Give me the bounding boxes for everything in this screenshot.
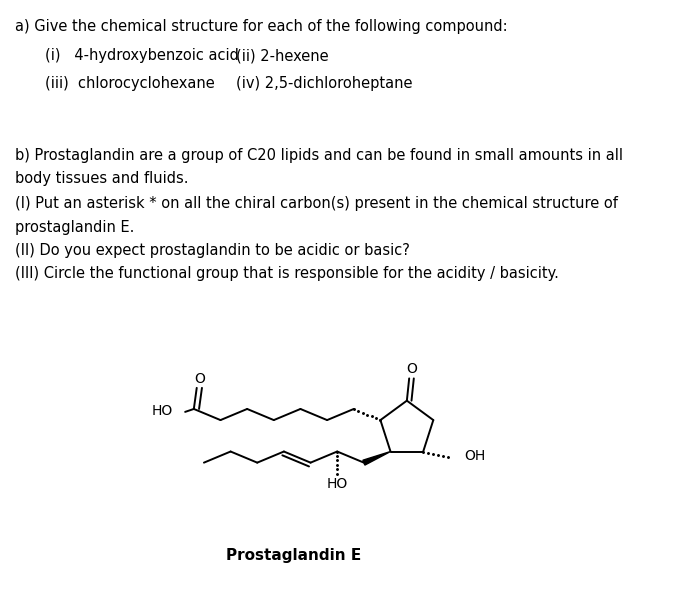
Text: (iv) 2,5-dichloroheptane: (iv) 2,5-dichloroheptane	[236, 75, 412, 91]
Text: a) Give the chemical structure for each of the following compound:: a) Give the chemical structure for each …	[14, 19, 507, 34]
Text: HO: HO	[151, 405, 173, 418]
Text: (iii)  chlorocyclohexane: (iii) chlorocyclohexane	[45, 75, 215, 91]
Text: OH: OH	[464, 449, 485, 463]
Text: (ii) 2-hexene: (ii) 2-hexene	[236, 48, 329, 63]
Text: O: O	[194, 371, 205, 386]
Polygon shape	[363, 451, 390, 465]
Text: (II) Do you expect prostaglandin to be acidic or basic?: (II) Do you expect prostaglandin to be a…	[14, 243, 409, 258]
Text: prostaglandin E.: prostaglandin E.	[14, 220, 134, 235]
Text: Prostaglandin E: Prostaglandin E	[226, 548, 361, 563]
Text: (i)   4-hydroxybenzoic acid: (i) 4-hydroxybenzoic acid	[45, 48, 238, 63]
Text: b) Prostaglandin are a group of C20 lipids and can be found in small amounts in : b) Prostaglandin are a group of C20 lipi…	[14, 148, 623, 163]
Text: body tissues and fluids.: body tissues and fluids.	[14, 171, 188, 186]
Text: (I) Put an asterisk * on all the chiral carbon(s) present in the chemical struct: (I) Put an asterisk * on all the chiral …	[14, 196, 617, 211]
Text: O: O	[406, 362, 417, 376]
Text: (III) Circle the functional group that is responsible for the acidity / basicity: (III) Circle the functional group that i…	[14, 266, 558, 281]
Text: HO: HO	[327, 478, 348, 491]
